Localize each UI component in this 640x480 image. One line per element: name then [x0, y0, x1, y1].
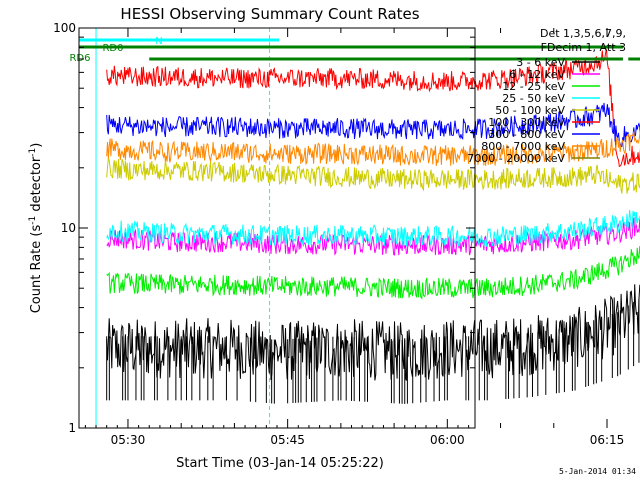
- legend-label-6: 300 - 800 keV: [488, 128, 565, 141]
- legend-header-line-2: FDecim 1, Att 3: [541, 41, 626, 54]
- series-line-4: [106, 157, 640, 194]
- legend-header-line-1: Det 1,3,5,6,7,9,: [540, 27, 626, 40]
- legend-label-7: 800 - 7000 keV: [481, 140, 565, 153]
- legend: Det 1,3,5,6,7,9, FDecim 1, Att 3 3 - 6 k…: [467, 27, 626, 165]
- x-tick-label-3: 06:15: [590, 433, 625, 447]
- x-tick-label-2: 06:00: [430, 433, 465, 447]
- segment-label-n: N: [155, 36, 162, 47]
- y-tick-label-0: 1: [68, 421, 76, 435]
- legend-label-8: 7000 - 20000 keV: [467, 152, 565, 165]
- x-tick-label-1: 05:45: [270, 433, 305, 447]
- y-axis-label: Count Rate (s-1 detector-1): [28, 143, 44, 314]
- axes: 11010005:3005:4506:0006:1506:3006:4507:0…: [53, 21, 625, 447]
- y-tick-label-2: 100: [53, 21, 76, 35]
- legend-label-1: 6 - 12 keV: [509, 68, 565, 81]
- x-axis-label: Start Time (03-Jan-14 05:25:22): [176, 456, 384, 471]
- legend-label-2: 12 - 25 keV: [502, 80, 565, 93]
- series-line-3: [106, 209, 640, 248]
- segment-label-rd0: RD0: [102, 43, 123, 54]
- series-line-6: [106, 102, 640, 148]
- series-line-7: [106, 129, 640, 166]
- chart-title: HESSI Observing Summary Count Rates: [120, 5, 419, 23]
- legend-label-3: 25 - 50 keV: [502, 92, 565, 105]
- footer-date: 5-Jan-2014 01:34: [559, 467, 636, 476]
- legend-label-5: 100 - 300 keV: [488, 116, 565, 129]
- x-tick-label-0: 05:30: [111, 433, 146, 447]
- legend-label-0: 3 - 6 keV: [516, 56, 565, 69]
- y-tick-label-1: 10: [61, 221, 76, 235]
- legend-label-4: 50 - 100 keV: [495, 104, 565, 117]
- series-line-2: [106, 245, 640, 300]
